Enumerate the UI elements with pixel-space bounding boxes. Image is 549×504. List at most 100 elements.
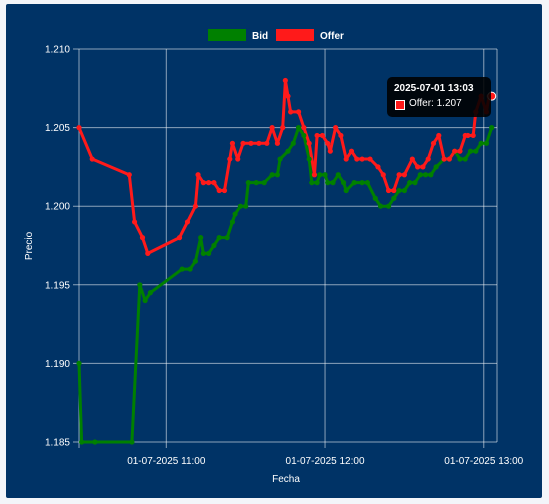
offer-point bbox=[269, 125, 275, 131]
bid-point bbox=[343, 187, 349, 194]
bid-point bbox=[198, 235, 204, 241]
offer-point bbox=[280, 125, 286, 131]
bid-point bbox=[187, 266, 193, 272]
bid-point bbox=[433, 164, 439, 170]
offer-point bbox=[391, 187, 397, 194]
offer-point bbox=[288, 109, 294, 115]
offer-point bbox=[319, 132, 325, 139]
y-tick-label: 1.210 bbox=[45, 45, 70, 56]
bid-point bbox=[224, 235, 230, 241]
bid-point bbox=[372, 195, 378, 201]
offer-point bbox=[76, 125, 82, 131]
offer-point bbox=[195, 172, 201, 178]
bid-point bbox=[253, 180, 259, 186]
bid-point bbox=[306, 156, 312, 162]
x-axis-ticks: 01-07-2025 11:00 01-07-2025 12:00 01-07-20… bbox=[127, 456, 523, 467]
hover-tooltip: 2025-07-01 13:03 Offer: 1.207 bbox=[387, 77, 491, 117]
offer-point bbox=[235, 156, 241, 162]
bid-legend-label: Bid bbox=[252, 31, 268, 42]
bid-point bbox=[417, 172, 423, 178]
bid-point bbox=[245, 180, 251, 186]
offer-point bbox=[131, 219, 138, 225]
offer-point bbox=[415, 164, 421, 170]
x-axis-title: Fecha bbox=[272, 474, 300, 485]
bid-point bbox=[142, 297, 148, 304]
y-tick-label: 1.185 bbox=[45, 438, 70, 449]
offer-point bbox=[200, 180, 206, 186]
series-points bbox=[76, 77, 497, 445]
offer-point bbox=[176, 235, 183, 241]
offer-point bbox=[348, 148, 355, 154]
bid-point bbox=[401, 187, 408, 194]
bid-point bbox=[192, 258, 199, 264]
x-tick-label: 01-07-2025 11:00 bbox=[127, 456, 206, 467]
bid-point bbox=[232, 211, 238, 217]
offer-point bbox=[314, 132, 320, 139]
x-tick-label: 01-07-2025 13:00 bbox=[444, 456, 523, 467]
bid-point bbox=[385, 203, 392, 209]
bid-point bbox=[335, 172, 341, 178]
y-tick-label: 1.200 bbox=[45, 202, 70, 213]
bid-point bbox=[422, 172, 429, 178]
bid-point bbox=[76, 360, 82, 366]
series-lines bbox=[77, 78, 494, 444]
offer-point bbox=[354, 156, 360, 162]
bid-point bbox=[206, 250, 212, 256]
bid-point bbox=[377, 203, 384, 209]
bid-point bbox=[285, 148, 291, 154]
bid-point bbox=[243, 203, 249, 209]
offer-point bbox=[282, 77, 288, 84]
offer-point bbox=[333, 125, 339, 131]
offer-point bbox=[89, 156, 95, 162]
bid-point bbox=[391, 195, 397, 201]
offer-point bbox=[430, 140, 437, 146]
bid-point bbox=[211, 242, 217, 249]
offer-point bbox=[311, 172, 318, 178]
offer-point bbox=[227, 156, 233, 162]
bid-point bbox=[457, 156, 463, 162]
offer-point bbox=[325, 140, 331, 146]
bid-point bbox=[396, 187, 402, 194]
offer-point bbox=[401, 172, 408, 178]
bid-point bbox=[216, 235, 222, 241]
tooltip-title: 2025-07-01 13:03 bbox=[394, 83, 474, 94]
offer-point bbox=[229, 140, 236, 146]
bid-point bbox=[462, 156, 468, 162]
offer-point bbox=[206, 180, 212, 186]
offer-point bbox=[211, 180, 217, 186]
offer-point bbox=[139, 235, 146, 241]
bid-point bbox=[483, 140, 490, 146]
offer-point bbox=[441, 156, 447, 162]
offer-point bbox=[385, 187, 392, 194]
bid-point bbox=[237, 203, 243, 209]
y-axis-ticks: 1.185 1.190 1.195 1.200 1.205 1.210 bbox=[45, 45, 70, 449]
bid-point bbox=[309, 180, 315, 186]
bid-point bbox=[147, 290, 154, 296]
offer-point bbox=[359, 156, 365, 162]
y-tick-label: 1.195 bbox=[45, 280, 70, 291]
bid-point bbox=[301, 132, 307, 139]
bid-point bbox=[200, 250, 206, 256]
offer-point bbox=[145, 250, 151, 256]
bid-point bbox=[290, 140, 296, 146]
offer-point bbox=[396, 172, 402, 178]
bid-point bbox=[489, 125, 495, 131]
bid-legend-swatch bbox=[208, 29, 246, 41]
offer-point bbox=[338, 132, 344, 139]
bid-point bbox=[137, 282, 143, 288]
offer-point bbox=[240, 140, 246, 146]
bid-point bbox=[229, 219, 236, 225]
offer-point bbox=[301, 125, 307, 131]
y-tick-label: 1.190 bbox=[45, 359, 70, 370]
offer-point bbox=[465, 132, 471, 139]
bid-point bbox=[351, 180, 357, 186]
bid-point bbox=[364, 180, 370, 186]
y-axis-title: Precio bbox=[24, 231, 35, 260]
offer-point bbox=[425, 156, 431, 162]
offer-point bbox=[446, 156, 452, 162]
bid-point bbox=[478, 140, 484, 146]
bid-point bbox=[179, 266, 185, 272]
x-tick-label: 01-07-2025 12:00 bbox=[286, 456, 365, 467]
grid-lines bbox=[73, 48, 498, 448]
